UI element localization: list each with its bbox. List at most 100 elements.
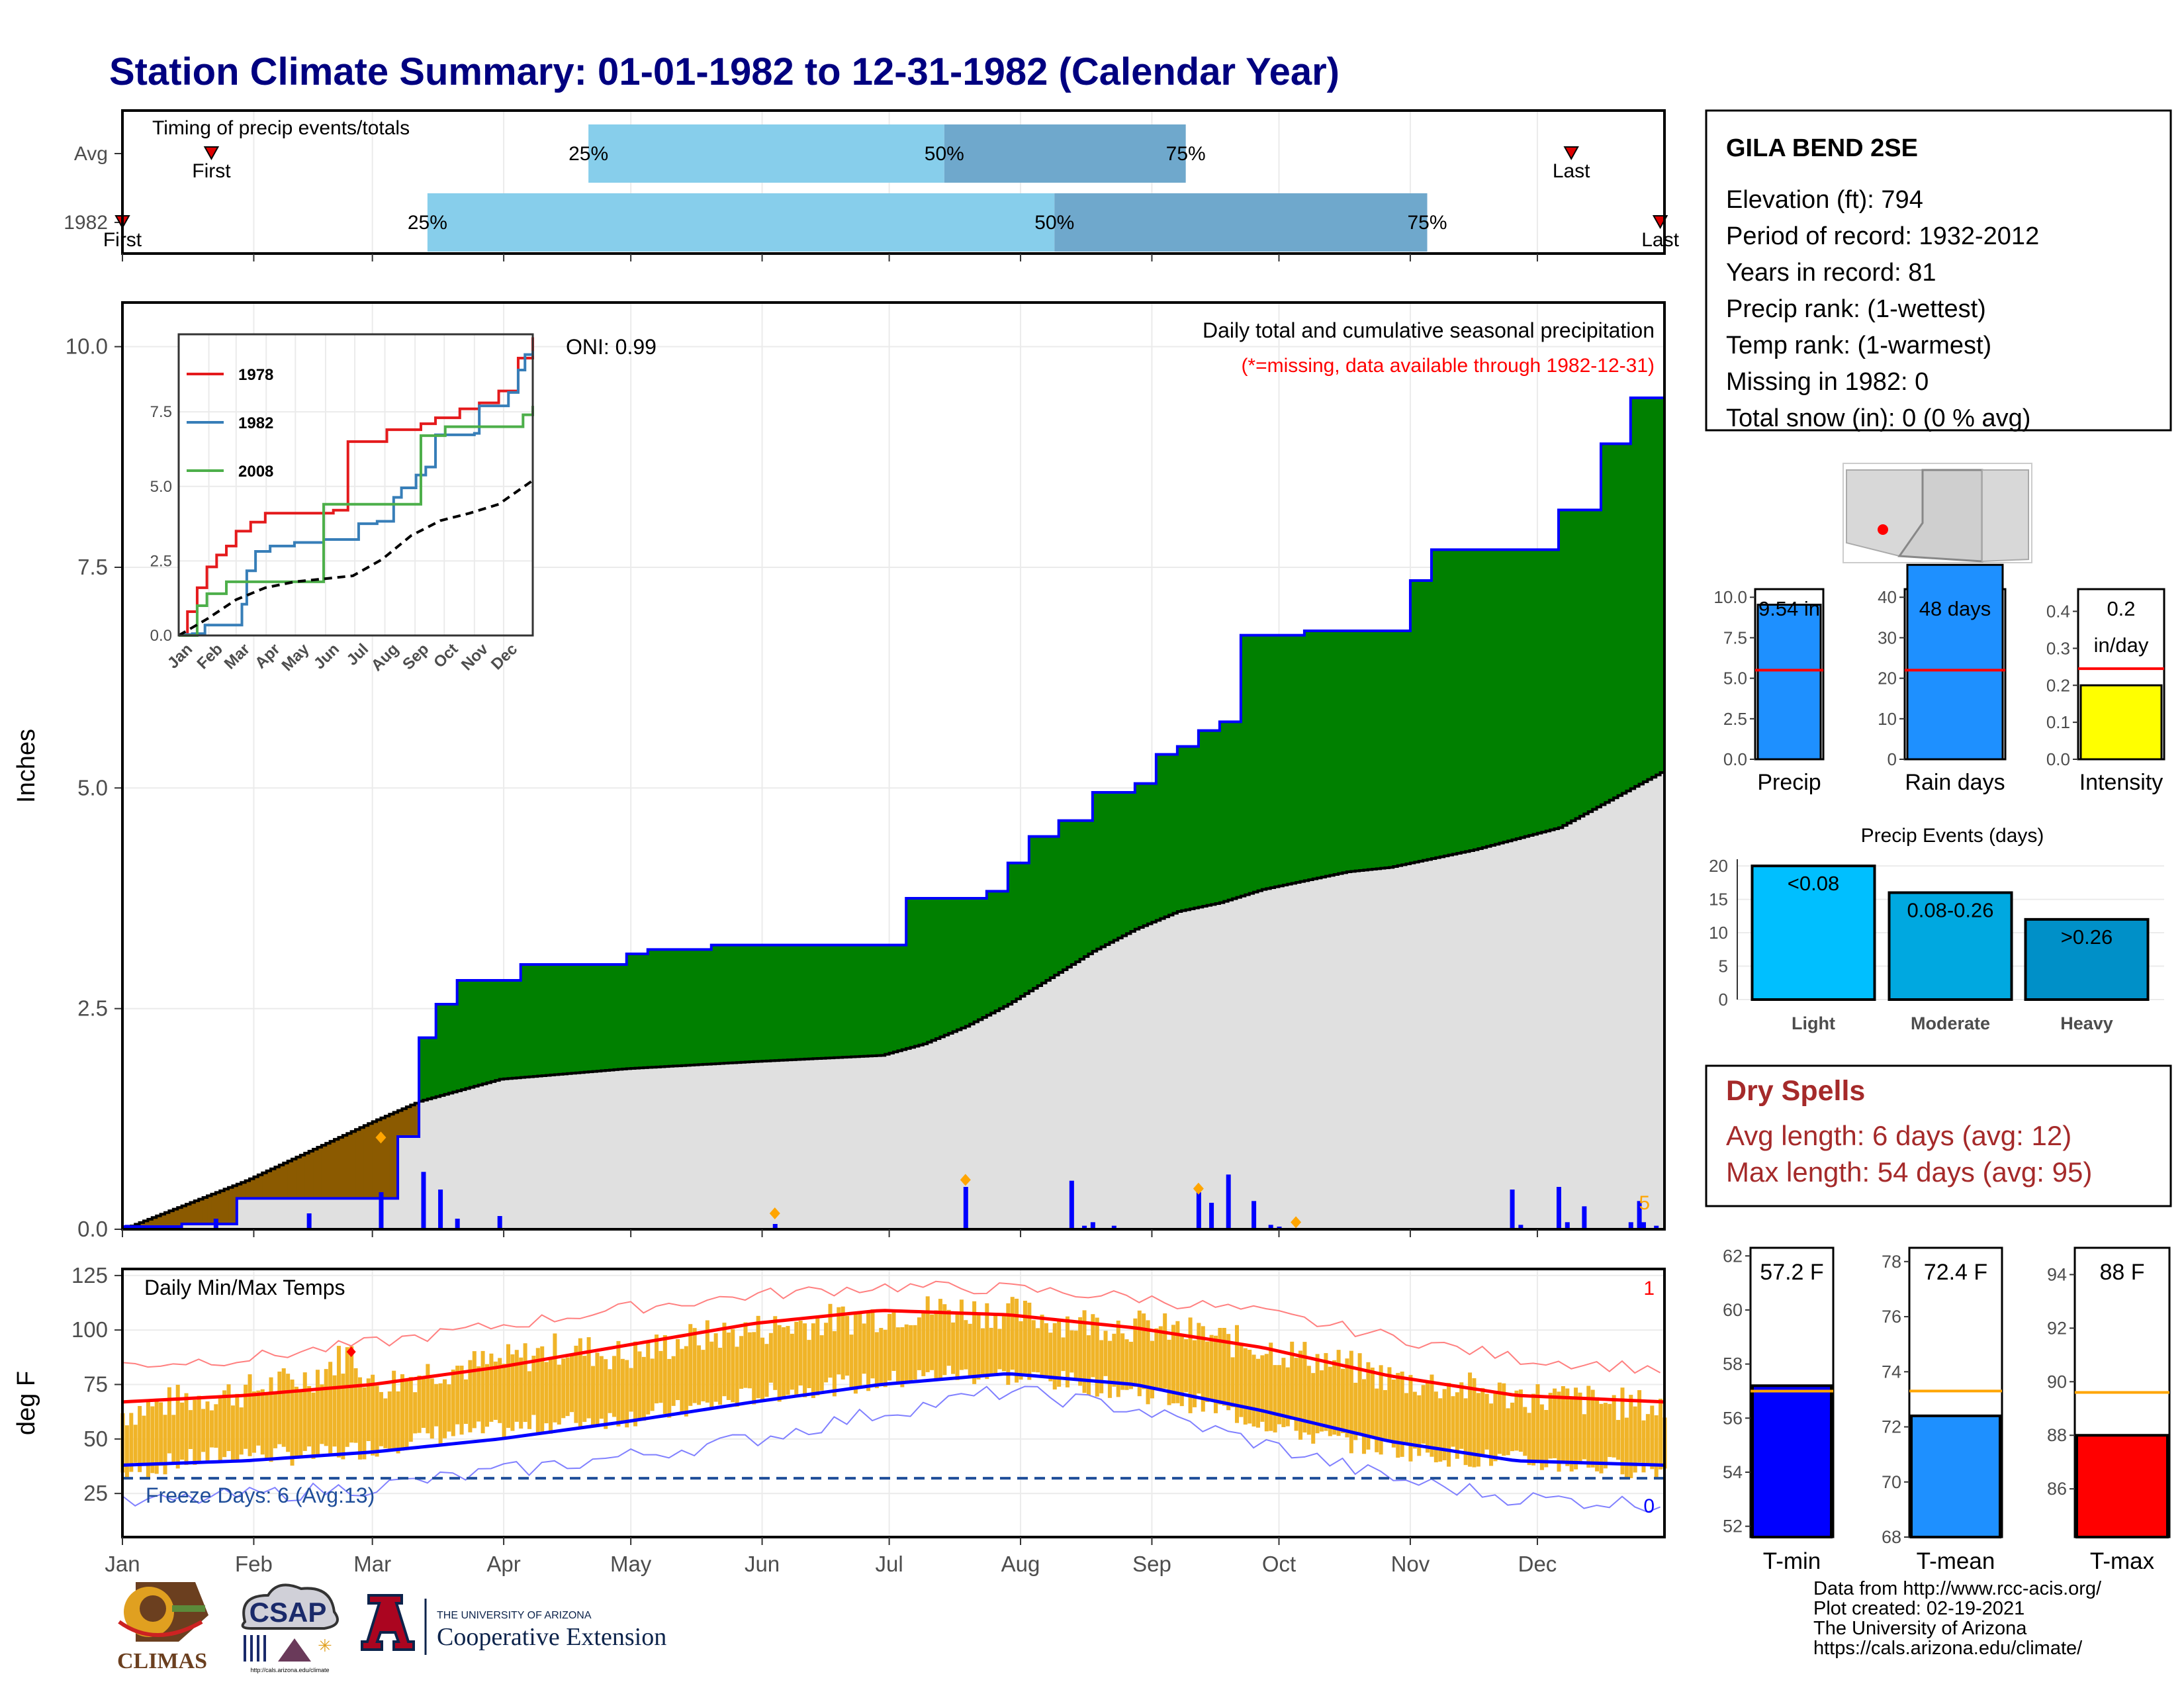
- daily-temp-bar: [1243, 1348, 1248, 1425]
- surplus-area: [1232, 722, 1238, 899]
- surplus-area: [817, 945, 822, 1058]
- surplus-area: [1465, 549, 1471, 852]
- daily-temp-bar: [357, 1377, 362, 1460]
- surplus-area: [1330, 631, 1335, 876]
- deficit-area: [326, 1143, 331, 1199]
- surplus-area: [825, 945, 831, 1058]
- surplus-area: [1338, 631, 1343, 874]
- daily-temp-bar: [468, 1360, 473, 1432]
- daily-temp-bar: [332, 1375, 337, 1447]
- daily-temp-bar: [701, 1350, 705, 1401]
- surplus-area: [1600, 444, 1606, 805]
- daily-precip-bar: [772, 1224, 778, 1229]
- surplus-area: [1478, 549, 1483, 849]
- tbar-ytick-label: 70: [1882, 1472, 1901, 1492]
- daily-temp-bar: [1069, 1330, 1074, 1373]
- surplus-area: [846, 945, 852, 1057]
- daily-precip-bar: [1196, 1192, 1201, 1229]
- daily-temp-bar: [578, 1338, 582, 1428]
- daily-temp-bar: [1078, 1317, 1083, 1386]
- tbar-t-min: [1751, 1384, 1833, 1539]
- daily-temp-bar: [1048, 1333, 1053, 1382]
- tbar-ytick-label: 76: [1882, 1307, 1901, 1327]
- daily-temp-bar: [298, 1389, 303, 1458]
- surplus-area: [850, 945, 856, 1057]
- mini-value-label: 9.54 in: [1758, 597, 1820, 620]
- daily-temp-bar: [1044, 1323, 1048, 1377]
- station-location-dot: [1878, 524, 1888, 535]
- timing-bar-q2: [1054, 193, 1428, 252]
- daily-temp-bar: [371, 1374, 375, 1456]
- daily-temp-bar: [434, 1383, 439, 1427]
- daily-temp-bar: [353, 1368, 358, 1443]
- surplus-area: [1177, 746, 1182, 912]
- daily-temp-bar: [315, 1370, 320, 1457]
- temp-corner-top: 1: [1643, 1278, 1655, 1299]
- surplus-area: [995, 891, 1000, 1011]
- surplus-area: [427, 1037, 432, 1100]
- surplus-area: [1473, 549, 1479, 850]
- deficit-area: [144, 1221, 149, 1227]
- daily-temp-bar: [1641, 1420, 1646, 1473]
- mini-value-label: 0.2: [2107, 597, 2135, 620]
- surplus-area: [741, 945, 746, 1062]
- timing-pct-label: 50%: [1034, 212, 1074, 234]
- precip-ytick-label: 2.5: [77, 996, 108, 1021]
- daily-temp-bar: [743, 1322, 748, 1388]
- deficit-area: [211, 1194, 216, 1224]
- daily-temp-bar: [676, 1338, 680, 1401]
- precip-ytick-label: 10.0: [66, 334, 108, 359]
- daily-temp-bar: [612, 1356, 617, 1417]
- daily-precip-bar: [306, 1213, 312, 1229]
- temp-ytick-label: 25: [83, 1481, 108, 1505]
- daily-temp-bar: [502, 1364, 506, 1439]
- surplus-area: [796, 945, 801, 1060]
- daily-temp-bar: [1128, 1341, 1133, 1389]
- daily-temp-bar: [1294, 1358, 1298, 1431]
- dry-title: Dry Spells: [1726, 1075, 1865, 1107]
- surplus-area: [901, 945, 907, 1050]
- daily-temp-bar: [1120, 1333, 1125, 1390]
- history-inset: 0.02.55.07.5197819822008JanFebMarAprMayJ…: [150, 333, 534, 675]
- daily-temp-bar: [900, 1327, 905, 1387]
- month-label: Nov: [1391, 1552, 1430, 1576]
- daily-precip-bar: [1556, 1187, 1561, 1229]
- mini-ytick-label: 40: [1878, 587, 1897, 607]
- surplus-area: [1283, 635, 1288, 885]
- surplus-area: [533, 964, 538, 1077]
- mini-ytick-label: 0.1: [2046, 712, 2070, 732]
- surplus-area: [1651, 398, 1657, 778]
- daily-temp-bar: [811, 1323, 815, 1399]
- daily-temp-bar: [870, 1309, 875, 1379]
- daily-temp-bar: [341, 1374, 345, 1460]
- daily-temp-bar: [362, 1387, 367, 1460]
- daily-temp-bar: [154, 1399, 159, 1474]
- events-bar-label: >0.26: [2061, 925, 2113, 949]
- daily-temp-bar: [887, 1314, 892, 1381]
- surplus-area: [885, 945, 890, 1055]
- daily-temp-bar: [1222, 1328, 1226, 1406]
- daily-temp-bar: [1582, 1414, 1586, 1460]
- surplus-area: [1630, 398, 1635, 789]
- surplus-area: [868, 945, 873, 1056]
- deficit-area: [232, 1186, 238, 1224]
- surplus-area: [474, 980, 479, 1086]
- surplus-area: [961, 898, 966, 1028]
- tbar-ytick-label: 52: [1723, 1517, 1743, 1536]
- daily-temp-bar: [1391, 1380, 1396, 1448]
- timing-pct-label: 25%: [408, 212, 447, 234]
- mini-ytick-label: 0.3: [2046, 638, 2070, 658]
- daily-temp-bar: [782, 1327, 786, 1399]
- daily-temp-bar: [1459, 1382, 1464, 1449]
- surplus-area: [1435, 549, 1441, 858]
- daily-temp-bar: [1103, 1331, 1108, 1376]
- deficit-area: [359, 1127, 365, 1199]
- surplus-area: [660, 949, 665, 1067]
- deficit-area: [363, 1125, 369, 1199]
- deficit-area: [283, 1162, 289, 1199]
- map-arizona: [1897, 469, 1983, 563]
- daily-temp-bar: [455, 1366, 460, 1425]
- surplus-area: [1656, 398, 1661, 775]
- daily-temp-bar: [480, 1350, 485, 1434]
- daily-temp-bar: [659, 1350, 663, 1403]
